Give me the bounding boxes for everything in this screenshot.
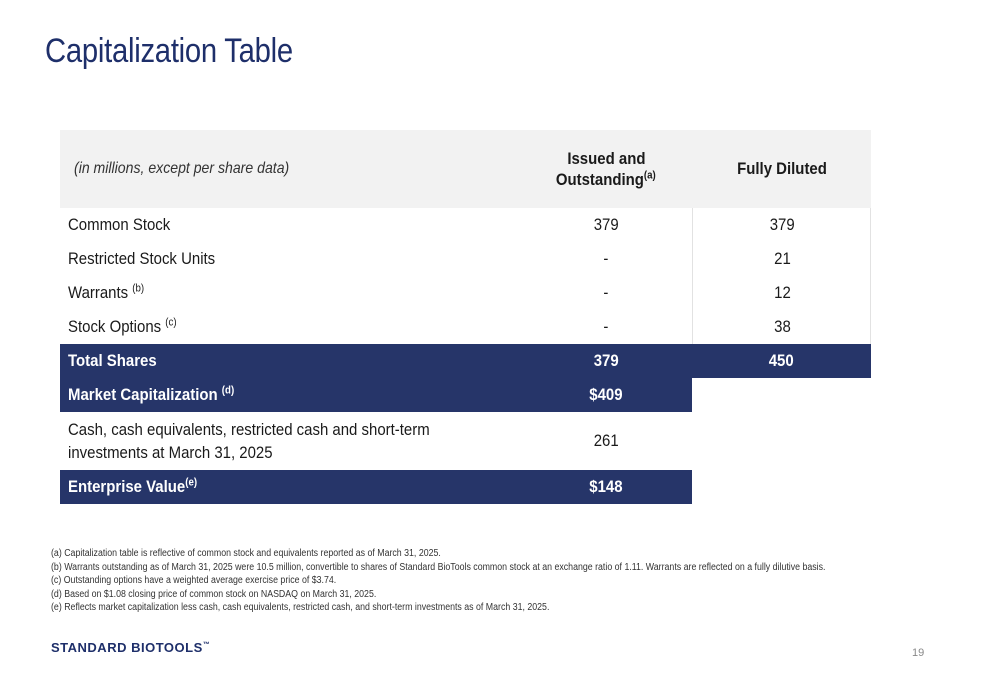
market-cap-row: Market Capitalization (d) $409 <box>60 378 871 412</box>
cash-label: Cash, cash equivalents, restricted cash … <box>68 420 430 462</box>
table-row: Restricted Stock Units - 21 <box>60 242 870 276</box>
page-title: Capitalization Table <box>45 32 293 70</box>
footnote-ref: (b) <box>132 282 145 295</box>
table-row: Stock Options (c) - 38 <box>60 310 870 344</box>
table-header-row: (in millions, except per share data) Iss… <box>60 130 871 208</box>
row-label: Restricted Stock Units <box>68 249 216 268</box>
row-diluted: 38 <box>692 310 872 344</box>
footnote: (e) Reflects market capitalization less … <box>51 602 550 613</box>
header-units-label: (in millions, except per share data) <box>74 160 290 177</box>
enterprise-value-value: $148 <box>589 477 623 496</box>
header-issued-outstanding: Issued and Outstanding(a) <box>556 149 656 189</box>
row-issued: 379 <box>593 215 619 234</box>
footnote-ref: (e) <box>185 476 198 489</box>
market-cap-label: Market Capitalization (d) <box>68 384 235 404</box>
row-diluted: 379 <box>692 208 872 242</box>
total-shares-issued: 379 <box>593 351 619 370</box>
row-label: Common Stock <box>68 215 171 234</box>
row-diluted: 12 <box>692 276 872 310</box>
header-fully-diluted: Fully Diluted <box>736 159 827 178</box>
table-body: Common Stock 379 379 Restricted Stock Un… <box>60 208 871 344</box>
footnote: (c) Outstanding options have a weighted … <box>51 575 337 586</box>
total-shares-diluted: 450 <box>769 351 794 370</box>
enterprise-value-label: Enterprise Value(e) <box>68 476 198 496</box>
footnote: (d) Based on $1.08 closing price of comm… <box>51 588 377 600</box>
table-row: Common Stock 379 379 <box>60 208 870 242</box>
footnotes: (a) Capitalization table is reflective o… <box>51 547 951 615</box>
footnote-ref: (c) <box>165 316 177 329</box>
company-logo: STANDARD BIOTOOLS™ <box>51 640 211 655</box>
row-diluted: 21 <box>692 242 872 276</box>
page-number: 19 <box>912 647 925 659</box>
cash-row: Cash, cash equivalents, restricted cash … <box>60 412 871 470</box>
row-issued: - <box>603 283 609 302</box>
capitalization-table: (in millions, except per share data) Iss… <box>60 130 871 504</box>
footnote: (b) Warrants outstanding as of March 31,… <box>51 561 826 573</box>
row-issued: - <box>603 317 609 336</box>
total-shares-row: Total Shares 379 450 <box>60 344 871 378</box>
row-label: Warrants (b) <box>68 282 145 302</box>
row-issued: - <box>603 249 609 268</box>
total-shares-label: Total Shares <box>68 351 157 370</box>
footnote-ref: (d) <box>221 384 235 397</box>
footnote: (a) Capitalization table is reflective o… <box>51 548 441 559</box>
market-cap-value: $409 <box>589 385 623 404</box>
cash-value: 261 <box>593 431 619 450</box>
table-row: Warrants (b) - 12 <box>60 276 870 310</box>
enterprise-value-row: Enterprise Value(e) $148 <box>60 470 871 504</box>
row-label: Stock Options (c) <box>68 316 177 336</box>
